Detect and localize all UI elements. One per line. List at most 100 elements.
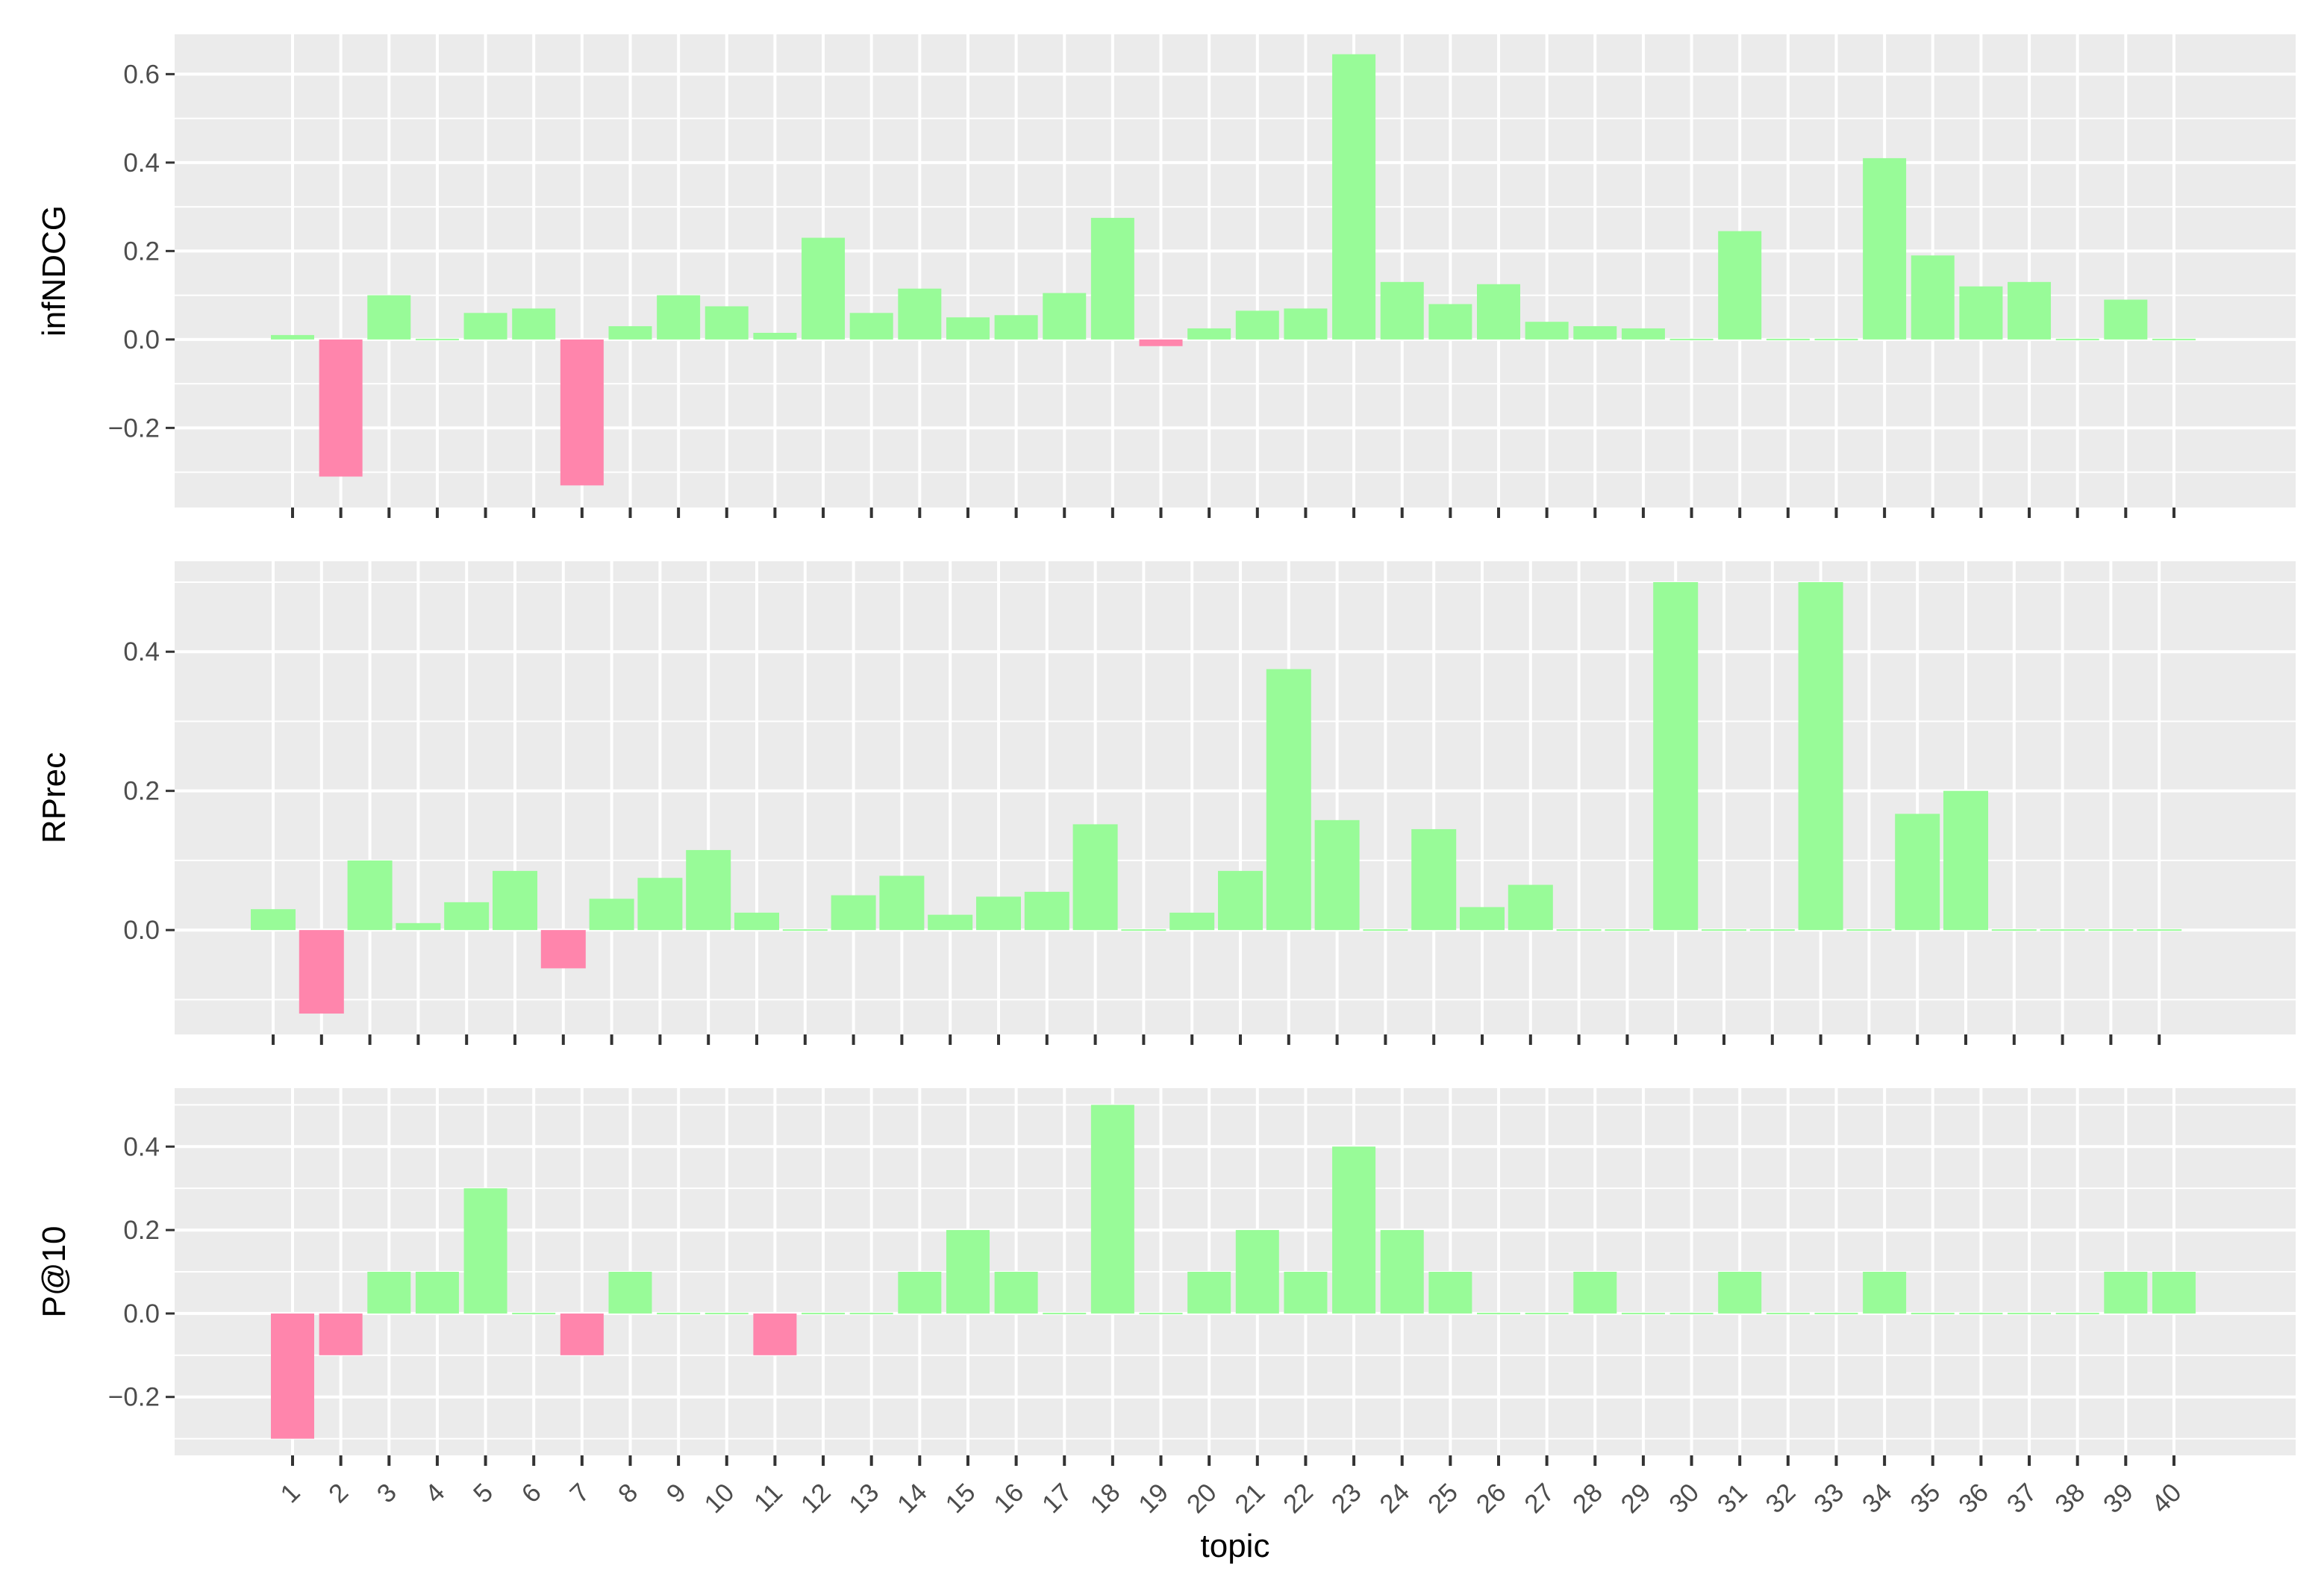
x-tick-label: 27 xyxy=(1519,1478,1560,1519)
bar-topic-40 xyxy=(2152,1272,2196,1314)
bar-topic-20 xyxy=(1169,912,1215,931)
bar-topic-6 xyxy=(512,308,556,340)
bar-topic-23 xyxy=(1314,819,1360,931)
y-axis-title: P@10 xyxy=(36,1226,72,1318)
bar-topic-15 xyxy=(928,914,973,931)
x-tick-label: 26 xyxy=(1471,1478,1512,1519)
bar-topic-25 xyxy=(1411,828,1457,931)
x-tick-label: 32 xyxy=(1760,1478,1801,1519)
bar-topic-21 xyxy=(1235,310,1279,340)
bar-topic-15 xyxy=(946,1230,990,1314)
x-tick-label: 1 xyxy=(275,1478,305,1508)
bar-topic-22 xyxy=(1284,1272,1328,1314)
y-tick-label: 0.4 xyxy=(123,1132,160,1161)
bar-topic-23 xyxy=(1332,1146,1376,1314)
bar-topic-10 xyxy=(686,849,731,931)
bar-topic-29 xyxy=(1605,929,1650,931)
x-tick-label: 14 xyxy=(892,1478,933,1519)
bar-topic-27 xyxy=(1525,1312,1569,1314)
bar-topic-29 xyxy=(1621,328,1665,340)
x-tick-label: 5 xyxy=(468,1478,499,1508)
bar-topic-22 xyxy=(1284,308,1328,340)
bar-topic-11 xyxy=(753,1313,797,1355)
x-tick-label: 34 xyxy=(1857,1478,1898,1519)
bar-topic-36 xyxy=(1943,790,1988,931)
bar-topic-30 xyxy=(1669,338,1714,340)
bar-topic-3 xyxy=(367,295,411,340)
bar-topic-26 xyxy=(1477,1312,1520,1314)
bar-topic-1 xyxy=(271,334,314,340)
bar-topic-30 xyxy=(1669,1312,1714,1314)
bar-topic-30 xyxy=(1653,581,1699,931)
x-tick-label: 33 xyxy=(1808,1478,1849,1519)
bar-topic-22 xyxy=(1266,669,1311,931)
bar-topic-36 xyxy=(1959,1312,2003,1314)
x-tick-label: 7 xyxy=(564,1478,595,1508)
x-tick-label: 36 xyxy=(1953,1478,1994,1519)
bar-topic-34 xyxy=(1863,157,1907,340)
bar-topic-28 xyxy=(1573,326,1617,340)
bar-topic-16 xyxy=(976,896,1021,931)
bar-topic-38 xyxy=(2040,929,2085,931)
x-tick-label: 23 xyxy=(1326,1478,1367,1519)
bar-topic-16 xyxy=(994,315,1038,340)
bar-topic-9 xyxy=(657,295,701,340)
bar-topic-26 xyxy=(1477,284,1520,340)
y-tick-label: −0.2 xyxy=(108,413,160,443)
bar-topic-7 xyxy=(560,1313,604,1355)
x-tick-label: 22 xyxy=(1278,1478,1319,1519)
bar-topic-21 xyxy=(1235,1230,1279,1314)
y-tick-label: 0.2 xyxy=(123,1216,160,1245)
bar-topic-10 xyxy=(705,1312,749,1314)
bar-topic-35 xyxy=(1911,255,1955,340)
bar-topic-32 xyxy=(1766,1312,1810,1314)
bar-topic-11 xyxy=(734,912,779,931)
y-tick-label: 0.0 xyxy=(123,916,160,945)
bar-topic-35 xyxy=(1911,1312,1955,1314)
x-tick-label: 16 xyxy=(988,1478,1029,1519)
bar-topic-14 xyxy=(879,875,925,931)
y-tick-label: 0.6 xyxy=(123,60,160,89)
x-tick-label: 9 xyxy=(660,1478,691,1508)
bar-topic-31 xyxy=(1702,929,1746,931)
bar-topic-21 xyxy=(1218,870,1263,931)
bar-topic-4 xyxy=(396,922,441,931)
x-tick-label: 38 xyxy=(2049,1478,2090,1519)
bar-topic-29 xyxy=(1621,1312,1665,1314)
bar-topic-11 xyxy=(753,332,797,340)
panel-infndcg: −0.2 0.0 0.2 0.4 0.6 infNDCG xyxy=(36,34,2296,518)
x-tick-label: 30 xyxy=(1664,1478,1705,1519)
x-tick-label: 2 xyxy=(323,1478,354,1508)
y-axis-title: RPrec xyxy=(36,752,72,843)
y-tick-label: 0.2 xyxy=(123,237,160,266)
bar-topic-19 xyxy=(1139,339,1183,346)
bar-topic-2 xyxy=(319,1313,363,1355)
x-tick-label: 6 xyxy=(516,1478,547,1508)
y-tick-label: 0.0 xyxy=(123,1299,160,1328)
y-tick-label: 0.4 xyxy=(123,149,160,178)
bar-topic-1 xyxy=(251,909,296,931)
bar-topic-27 xyxy=(1525,322,1569,340)
x-tick-label: 15 xyxy=(940,1478,981,1519)
bar-topic-36 xyxy=(1959,286,2003,340)
y-tick-label: 0.2 xyxy=(123,777,160,806)
bar-topic-26 xyxy=(1460,907,1505,931)
bar-topic-6 xyxy=(493,870,537,931)
bar-topic-24 xyxy=(1380,1230,1424,1314)
bar-topic-33 xyxy=(1798,581,1843,931)
bar-topic-12 xyxy=(782,929,828,931)
bar-topic-27 xyxy=(1508,884,1553,931)
bar-topic-37 xyxy=(1991,929,2037,931)
panel-rprec: 0.0 0.2 0.4 RPrec xyxy=(36,561,2296,1045)
bar-topic-19 xyxy=(1121,929,1166,931)
bar-topic-25 xyxy=(1428,1272,1472,1314)
bar-topic-16 xyxy=(994,1272,1038,1314)
bar-topic-17 xyxy=(1043,1312,1087,1314)
bar-topic-20 xyxy=(1187,328,1231,340)
panel-p10: −0.2 0.0 0.2 0.4 P@10 xyxy=(36,1088,2296,1466)
bar-topic-8 xyxy=(589,899,634,931)
x-tick-label: 10 xyxy=(699,1478,740,1519)
bar-topic-12 xyxy=(802,237,846,340)
bar-topic-4 xyxy=(415,1272,459,1314)
